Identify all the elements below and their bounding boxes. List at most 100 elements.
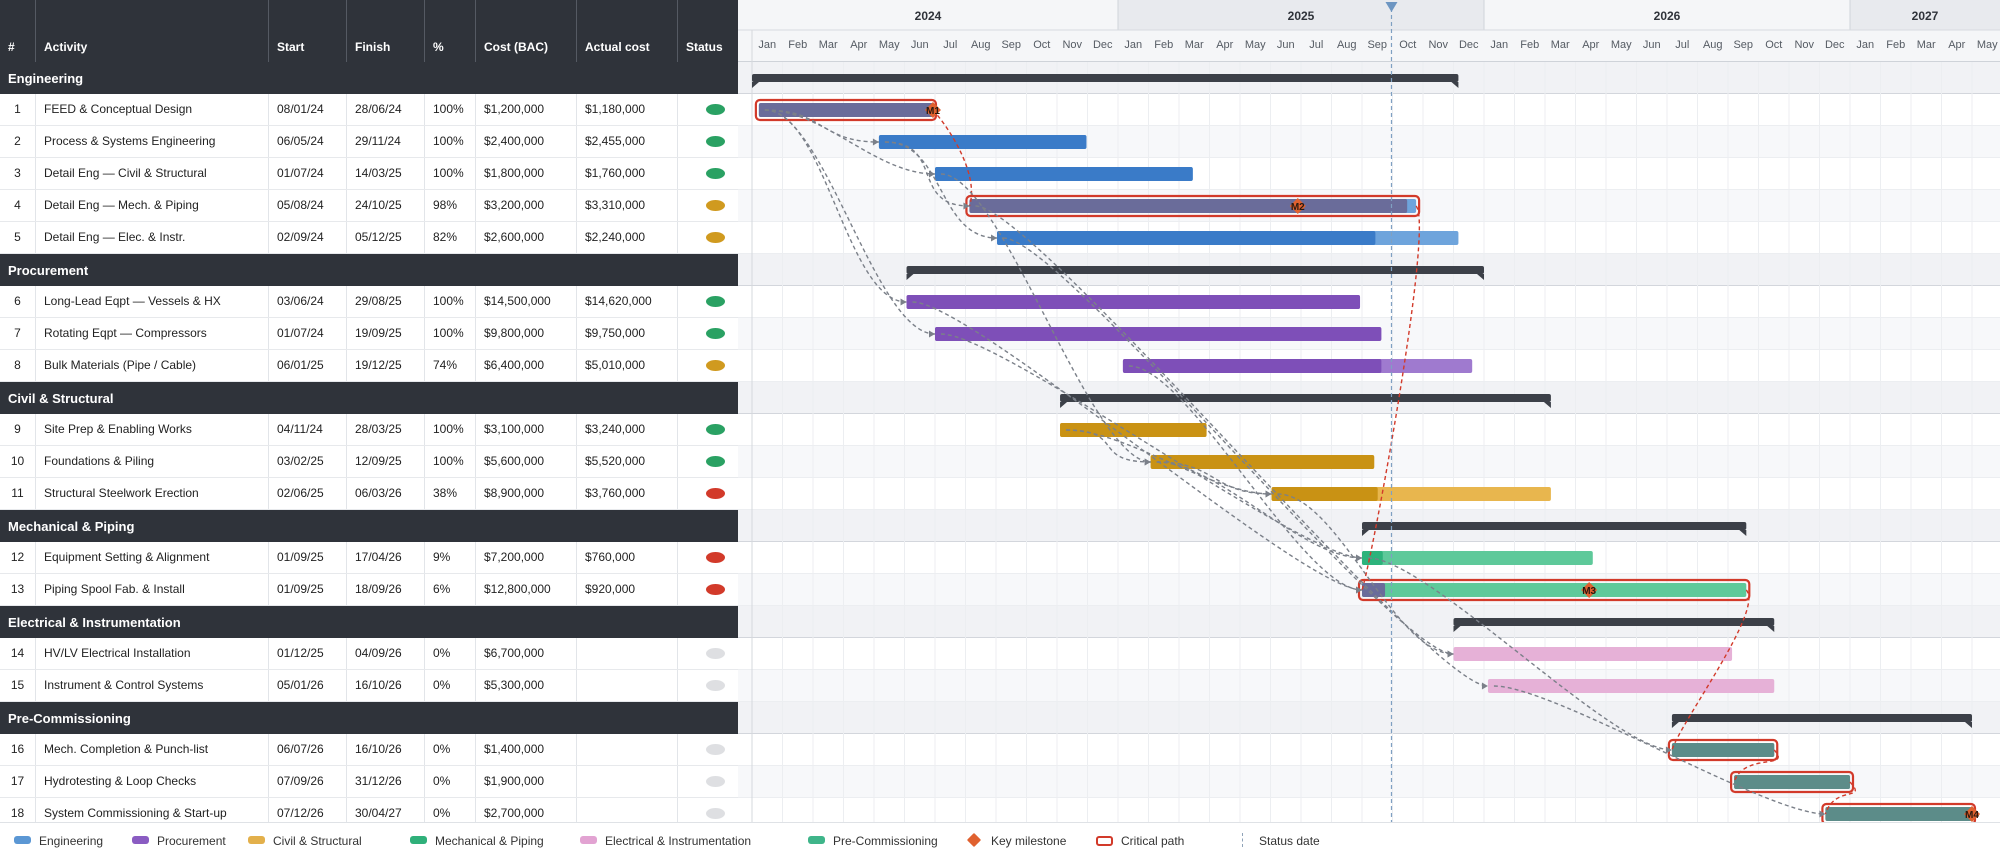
task-row[interactable]: 10 Foundations & Piling 03/02/25 12/09/25 10… (0, 446, 738, 478)
task-name-cell: FEED & Conceptual Design (36, 94, 269, 125)
task-cost: $2,700,000 (484, 806, 545, 820)
column-header-percent[interactable]: % (425, 0, 476, 62)
task-row[interactable]: 15 Instrument & Control Systems 05/01/26 16… (0, 670, 738, 702)
group-row[interactable]: Civil & Structural (0, 382, 738, 414)
milestone-marker[interactable] (924, 102, 941, 118)
status-indicator (706, 200, 725, 211)
task-name-cell: Detail Eng — Mech. & Piping (36, 190, 269, 221)
task-row[interactable]: 6 Long-Lead Eqpt — Vessels & HX 03/06/24 29… (0, 286, 738, 318)
task-number: 17 (10, 774, 25, 788)
task-row[interactable]: 13 Piping Spool Fab. & Install 01/09/25 18/… (0, 574, 738, 606)
column-header-cost[interactable]: Cost (BAC) (476, 0, 577, 62)
column-header-status-label: Status (686, 40, 723, 54)
task-row[interactable]: 11 Structural Steelwork Erection 02/06/25 0… (0, 478, 738, 510)
task-percent: 100% (433, 102, 464, 116)
status-date-marker[interactable] (1385, 2, 1398, 12)
task-actual-cost-cell (577, 766, 678, 797)
month-label: Dec (1825, 39, 1845, 51)
task-start: 03/02/25 (277, 454, 324, 468)
task-start-cell: 01/12/25 (269, 638, 347, 669)
group-row[interactable]: Procurement (0, 254, 738, 286)
column-header-status[interactable]: Status (678, 0, 738, 62)
status-indicator (706, 328, 725, 339)
task-row[interactable]: 9 Site Prep & Enabling Works 04/11/24 28/03… (0, 414, 738, 446)
task-cost: $14,500,000 (484, 294, 551, 308)
column-header-percent-label: % (433, 40, 444, 54)
milestone-marker[interactable] (1581, 582, 1598, 598)
group-row[interactable]: Pre-Commissioning (0, 702, 738, 734)
task-row[interactable]: 3 Detail Eng — Civil & Structural 01/07/24… (0, 158, 738, 190)
task-status-cell (678, 158, 738, 189)
dependency-arrowhead (1481, 682, 1488, 690)
task-bar[interactable] (1362, 583, 1747, 597)
column-header-actual-cost[interactable]: Actual cost (577, 0, 678, 62)
task-percent: 0% (433, 742, 451, 756)
task-row[interactable]: 17 Hydrotesting & Loop Checks 07/09/26 31/1… (0, 766, 738, 798)
task-percent-cell: 0% (425, 798, 476, 829)
month-label: May (1611, 39, 1632, 51)
task-row[interactable]: 12 Equipment Setting & Alignment 01/09/25 1… (0, 542, 738, 574)
column-header-activity[interactable]: Activity (36, 0, 269, 62)
task-name-cell: Structural Steelwork Erection (36, 478, 269, 509)
task-row[interactable]: 14 HV/LV Electrical Installation 01/12/25 0… (0, 638, 738, 670)
task-name-cell: Hydrotesting & Loop Checks (36, 766, 269, 797)
task-finish-cell: 29/08/25 (347, 286, 425, 317)
milestone-label: M1 (926, 106, 940, 117)
column-header-finish[interactable]: Finish (347, 0, 425, 62)
dependency-arrowhead (1665, 746, 1672, 754)
task-bar[interactable] (1453, 647, 1733, 661)
milestone-marker[interactable] (1964, 806, 1980, 822)
milestone-marker[interactable] (1289, 198, 1306, 214)
task-name: HV/LV Electrical Installation (44, 646, 191, 660)
task-status-cell (678, 670, 738, 701)
task-actual-cost-cell (577, 734, 678, 765)
task-row[interactable]: 5 Detail Eng — Elec. & Instr. 02/09/24 05/1… (0, 222, 738, 254)
month-label: Oct (1765, 39, 1782, 51)
status-indicator (706, 744, 725, 755)
dependency-arrowhead (1356, 586, 1362, 594)
summary-bar[interactable] (1060, 394, 1551, 402)
task-start-cell: 02/09/24 (269, 222, 347, 253)
task-start-cell: 08/01/24 (269, 94, 347, 125)
month-label: Dec (1459, 39, 1479, 51)
task-finish-cell: 29/11/24 (347, 126, 425, 157)
group-row[interactable]: Mechanical & Piping (0, 510, 738, 542)
column-header-number[interactable]: # (0, 0, 36, 62)
task-cost: $5,300,000 (484, 678, 545, 692)
task-name-cell: Instrument & Control Systems (36, 670, 269, 701)
chart-row-band (738, 798, 2000, 822)
task-name-cell: Detail Eng — Elec. & Instr. (36, 222, 269, 253)
task-status-cell (678, 542, 738, 573)
task-actual-cost: $1,760,000 (585, 166, 646, 180)
task-name: Foundations & Piling (44, 454, 155, 468)
summary-bar[interactable] (906, 266, 1484, 274)
task-name: Detail Eng — Elec. & Instr. (44, 230, 186, 244)
task-row[interactable]: 2 Process & Systems Engineering 06/05/24 29… (0, 126, 738, 158)
task-row[interactable]: 1 FEED & Conceptual Design 08/01/24 28/06/2… (0, 94, 738, 126)
summary-bar[interactable] (1362, 522, 1747, 530)
task-bar[interactable] (1362, 551, 1593, 565)
month-label: Oct (1399, 39, 1416, 51)
task-percent: 100% (433, 422, 464, 436)
task-row[interactable]: 7 Rotating Eqpt — Compressors 01/07/24 19/0… (0, 318, 738, 350)
legend-label: Mechanical & Piping (435, 834, 544, 848)
summary-bar[interactable] (1671, 714, 1972, 722)
task-actual-cost: $3,760,000 (585, 486, 646, 500)
task-row[interactable]: 16 Mech. Completion & Punch-list 06/07/26 1… (0, 734, 738, 766)
summary-bar[interactable] (1453, 618, 1775, 626)
task-progress-bar (969, 199, 1408, 213)
group-row[interactable]: Electrical & Instrumentation (0, 606, 738, 638)
task-actual-cost (577, 774, 585, 788)
task-bar[interactable] (1487, 679, 1775, 693)
month-band (738, 30, 2000, 62)
task-row[interactable]: 8 Bulk Materials (Pipe / Cable) 06/01/25 19… (0, 350, 738, 382)
task-cost-cell: $3,200,000 (476, 190, 577, 221)
task-name: Mech. Completion & Punch-list (44, 742, 209, 756)
column-header-start[interactable]: Start (269, 0, 347, 62)
task-cost-cell: $8,900,000 (476, 478, 577, 509)
summary-bar[interactable] (752, 74, 1459, 82)
month-label: Jun (1643, 39, 1661, 51)
task-row[interactable]: 4 Detail Eng — Mech. & Piping 05/08/24 24/1… (0, 190, 738, 222)
task-number: 12 (10, 550, 25, 564)
group-row[interactable]: Engineering (0, 62, 738, 94)
